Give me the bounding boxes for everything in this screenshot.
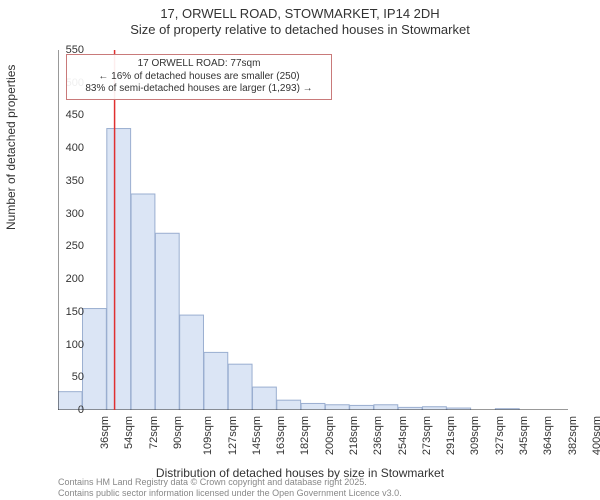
- annotation-line3: 83% of semi-detached houses are larger (…: [73, 83, 325, 96]
- xtick-label: 182sqm: [300, 416, 312, 455]
- xtick-label: 309sqm: [470, 416, 482, 455]
- histogram-bar: [253, 387, 277, 410]
- title-line1: 17, ORWELL ROAD, STOWMARKET, IP14 2DH: [0, 6, 600, 22]
- ytick-label: 100: [56, 339, 84, 351]
- footer-line2: Contains public sector information licen…: [58, 488, 402, 498]
- histogram-bar: [325, 405, 349, 410]
- xtick-label: 54sqm: [123, 416, 135, 449]
- xtick-label: 382sqm: [567, 416, 579, 455]
- histogram-bar: [228, 364, 252, 410]
- ytick-label: 200: [56, 273, 84, 285]
- annotation-line1: 17 ORWELL ROAD: 77sqm: [73, 58, 325, 71]
- y-axis-label: Number of detached properties: [4, 65, 18, 230]
- histogram-bar: [155, 233, 179, 410]
- xtick-label: 364sqm: [542, 416, 554, 455]
- histogram-bar: [277, 400, 301, 410]
- xtick-label: 72sqm: [148, 416, 160, 449]
- annotation-line2: ← 16% of detached houses are smaller (25…: [73, 71, 325, 84]
- histogram-bar: [180, 315, 204, 410]
- ytick-label: 0: [56, 404, 84, 416]
- xtick-label: 127sqm: [227, 416, 239, 455]
- xtick-label: 36sqm: [99, 416, 111, 449]
- histogram-plot: [58, 50, 568, 410]
- xtick-label: 163sqm: [275, 416, 287, 455]
- ytick-label: 250: [56, 240, 84, 252]
- ytick-label: 50: [56, 371, 84, 383]
- xtick-label: 109sqm: [202, 416, 214, 455]
- histogram-bar: [374, 405, 398, 410]
- xtick-label: 145sqm: [251, 416, 263, 455]
- xtick-label: 273sqm: [421, 416, 433, 455]
- histogram-bar: [131, 194, 155, 410]
- title-line2: Size of property relative to detached ho…: [0, 22, 600, 38]
- ytick-label: 450: [56, 109, 84, 121]
- footer-line1: Contains HM Land Registry data © Crown c…: [58, 477, 402, 487]
- ytick-label: 350: [56, 175, 84, 187]
- xtick-label: 345sqm: [518, 416, 530, 455]
- xtick-label: 200sqm: [324, 416, 336, 455]
- xtick-label: 90sqm: [172, 416, 184, 449]
- annotation-box: 17 ORWELL ROAD: 77sqm ← 16% of detached …: [66, 54, 332, 100]
- xtick-label: 291sqm: [445, 416, 457, 455]
- histogram-bar: [301, 403, 325, 410]
- xtick-label: 218sqm: [348, 416, 360, 455]
- footer-attribution: Contains HM Land Registry data © Crown c…: [58, 477, 402, 498]
- xtick-label: 254sqm: [397, 416, 409, 455]
- histogram-bar: [107, 129, 131, 410]
- title-block: 17, ORWELL ROAD, STOWMARKET, IP14 2DH Si…: [0, 0, 600, 39]
- ytick-label: 150: [56, 306, 84, 318]
- histogram-bar: [350, 405, 374, 410]
- ytick-label: 300: [56, 208, 84, 220]
- ytick-label: 400: [56, 142, 84, 154]
- histogram-bar: [204, 352, 228, 410]
- histogram-bar: [83, 309, 107, 410]
- xtick-label: 400sqm: [591, 416, 600, 455]
- xtick-label: 327sqm: [494, 416, 506, 455]
- xtick-label: 236sqm: [372, 416, 384, 455]
- chart-container: 17, ORWELL ROAD, STOWMARKET, IP14 2DH Si…: [0, 0, 600, 500]
